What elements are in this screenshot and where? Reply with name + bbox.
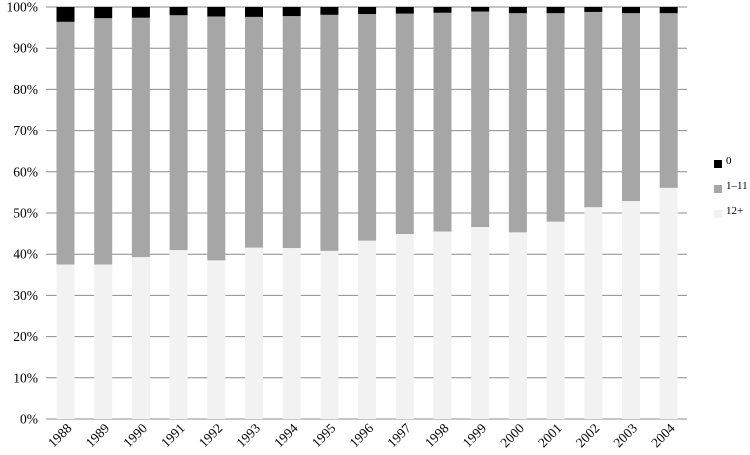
x-tick-label: 1989 xyxy=(83,420,113,450)
x-tick-label: 2002 xyxy=(573,421,603,451)
bar-segment xyxy=(131,7,150,18)
x-tick-label: 1999 xyxy=(460,420,490,450)
bar-segment xyxy=(56,21,75,265)
bar-segment xyxy=(659,7,678,14)
bar-segment xyxy=(546,7,565,14)
x-tick-label: 1988 xyxy=(45,420,75,450)
y-tick-label: 70% xyxy=(13,123,38,138)
x-tick-label: 1997 xyxy=(384,420,414,450)
y-tick-label: 40% xyxy=(13,247,38,262)
bar-segment xyxy=(508,232,527,419)
y-tick-label: 80% xyxy=(13,82,38,97)
x-tick-label: 1990 xyxy=(120,420,150,450)
bar-segment xyxy=(169,15,188,251)
legend-swatch xyxy=(714,210,722,218)
bar-segment xyxy=(622,7,640,14)
bar-segment xyxy=(94,264,113,419)
x-tick-label: 2004 xyxy=(648,420,678,450)
bar-segment xyxy=(395,13,414,235)
bar-segment xyxy=(131,257,150,419)
bar-segment xyxy=(471,227,490,419)
bar-segment xyxy=(584,11,603,208)
x-tick-label: 1998 xyxy=(422,420,452,450)
x-axis-ticks: 1988 1989 1990 1991 1992 1993 1994 1995 1996 1997… xyxy=(45,420,678,450)
bar-segment xyxy=(395,234,414,419)
bar-segment xyxy=(471,7,490,12)
bar-segment xyxy=(282,16,301,249)
bar-segment xyxy=(433,12,452,232)
bar-segment xyxy=(358,240,377,419)
bar-segment xyxy=(320,250,339,419)
legend-label: 1–11 xyxy=(726,180,748,192)
y-tick-label: 30% xyxy=(13,288,38,303)
bar-segment xyxy=(395,7,414,14)
x-tick-label: 2003 xyxy=(610,420,640,450)
x-tick-label: 1994 xyxy=(271,420,301,450)
bar-segment xyxy=(245,16,263,248)
bar-segment xyxy=(320,14,339,251)
bar-segment xyxy=(169,7,188,16)
x-tick-label: 1991 xyxy=(158,421,188,451)
y-tick-label: 0% xyxy=(20,412,38,427)
y-axis-ticks: 0% 10% 20% 30% 40% 50% 60% 70% 80% 90% 100% xyxy=(7,0,39,427)
bar-segment xyxy=(659,187,678,419)
bar-segment xyxy=(358,14,377,241)
legend-label: 12+ xyxy=(726,205,743,217)
bar-segment xyxy=(94,7,113,19)
bar-segment xyxy=(207,7,226,17)
bar-segment xyxy=(56,7,75,22)
legend-swatch xyxy=(714,185,722,193)
bar-segment xyxy=(433,7,452,13)
legend: 0 1–11 12+ xyxy=(714,155,748,218)
bar-segment xyxy=(207,16,226,261)
y-tick-label: 20% xyxy=(13,329,38,344)
y-tick-label: 100% xyxy=(7,0,39,15)
bar-segment xyxy=(659,13,678,188)
bar-segment xyxy=(94,18,113,265)
x-tick-label: 2000 xyxy=(497,420,527,450)
x-tick-label: 1996 xyxy=(347,420,377,450)
x-tick-label: 1993 xyxy=(233,420,263,450)
bar-segment xyxy=(131,17,150,258)
bar-segment xyxy=(282,7,301,17)
x-tick-label: 1995 xyxy=(309,420,339,450)
x-tick-label: 1992 xyxy=(196,421,226,451)
bar-segment xyxy=(584,7,603,12)
y-tick-label: 10% xyxy=(13,370,38,385)
legend-swatch xyxy=(714,160,722,168)
bar-segment xyxy=(622,201,640,419)
bar-segment xyxy=(508,13,527,233)
bar-segment xyxy=(471,11,490,228)
x-tick-label: 2001 xyxy=(535,421,565,451)
bar-segment xyxy=(169,250,188,419)
bar-segment xyxy=(584,207,603,419)
bars xyxy=(56,7,678,419)
y-tick-label: 50% xyxy=(13,206,38,221)
bar-segment xyxy=(320,7,339,15)
bar-segment xyxy=(282,248,301,419)
legend-label: 0 xyxy=(726,155,732,167)
bar-segment xyxy=(358,7,377,15)
bar-segment xyxy=(207,260,226,419)
bar-segment xyxy=(622,13,640,202)
bar-segment xyxy=(546,221,565,419)
bar-segment xyxy=(245,7,263,17)
bar-segment xyxy=(433,231,452,419)
bar-segment xyxy=(56,264,75,419)
y-tick-label: 60% xyxy=(13,164,38,179)
bar-segment xyxy=(546,13,565,222)
bar-segment xyxy=(508,7,527,14)
bar-segment xyxy=(245,247,263,419)
y-tick-label: 90% xyxy=(13,41,38,56)
